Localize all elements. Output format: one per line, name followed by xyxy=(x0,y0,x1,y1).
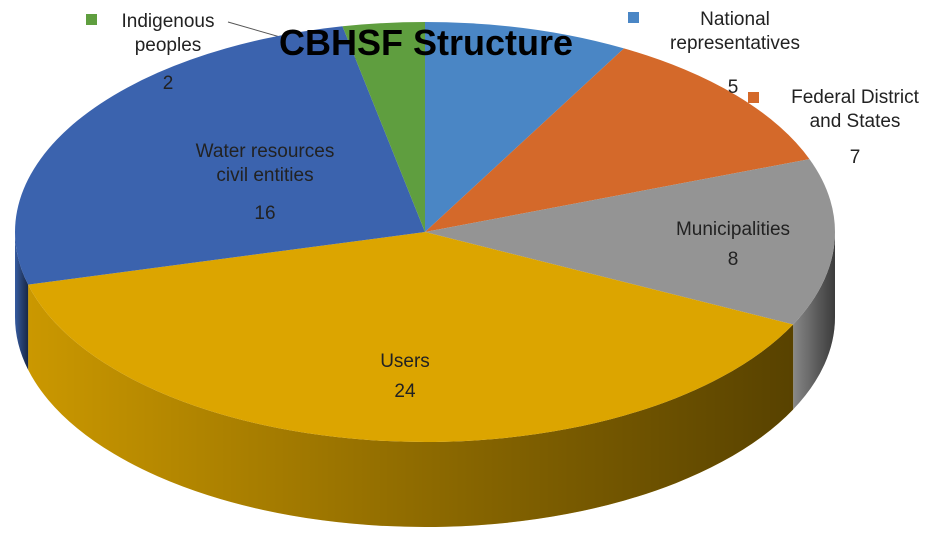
slice xyxy=(425,48,810,233)
legend-key xyxy=(748,92,759,103)
data-label-name: Municipalities xyxy=(675,219,791,240)
data-label-name: Users xyxy=(380,351,430,372)
slice xyxy=(28,232,794,442)
legend-key xyxy=(628,12,639,23)
data-label-name: Water resources civil entities xyxy=(195,141,335,186)
data-label-name: Indigenous peoples xyxy=(121,11,215,56)
slice xyxy=(425,22,624,232)
side-shade xyxy=(15,232,29,370)
data-label-value: 16 xyxy=(254,203,276,224)
data-label-value: 5 xyxy=(727,77,739,98)
data-label-value: 2 xyxy=(162,73,174,94)
side-shade xyxy=(28,284,794,527)
slice xyxy=(425,159,835,325)
legend-key xyxy=(86,14,97,25)
slice xyxy=(14,26,425,285)
data-label-name: Federal District and States xyxy=(791,87,919,132)
data-label-value: 8 xyxy=(727,249,739,270)
side-shade xyxy=(793,232,835,410)
data-label-name: National representatives xyxy=(670,9,800,54)
chart-title: CBHSF Structure xyxy=(278,22,574,63)
data-label-value: 7 xyxy=(849,147,861,168)
data-label-value: 24 xyxy=(394,381,416,402)
slice xyxy=(342,22,425,232)
